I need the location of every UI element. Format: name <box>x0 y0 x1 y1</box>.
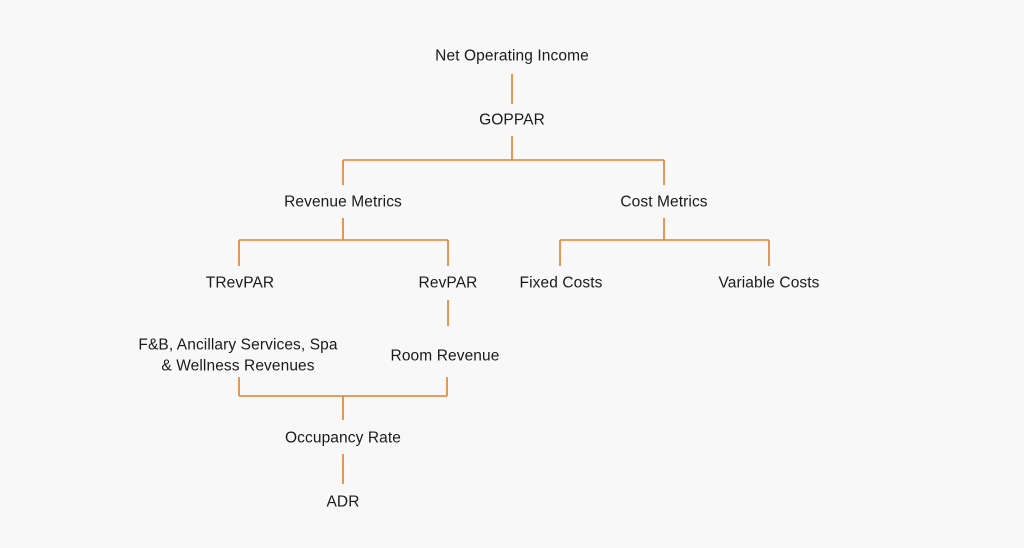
node-revenue-metrics: Revenue Metrics <box>284 193 402 211</box>
node-variable-costs: Variable Costs <box>718 274 820 292</box>
node-revpar: RevPAR <box>418 274 478 292</box>
node-room-revenue: Room Revenue <box>390 347 500 365</box>
node-fixed-costs: Fixed Costs <box>519 274 603 292</box>
node-adr: ADR <box>326 493 360 511</box>
node-occupancy-rate: Occupancy Rate <box>285 429 401 447</box>
node-net-operating-income: Net Operating Income <box>435 47 589 65</box>
node-trevpar: TRevPAR <box>205 274 275 292</box>
node-fnb-ancillary-spa-wellness-revenues: F&B, Ancillary Services, Spa & Wellness … <box>138 336 338 375</box>
node-goppar: GOPPAR <box>479 111 545 129</box>
node-cost-metrics: Cost Metrics <box>620 193 708 211</box>
